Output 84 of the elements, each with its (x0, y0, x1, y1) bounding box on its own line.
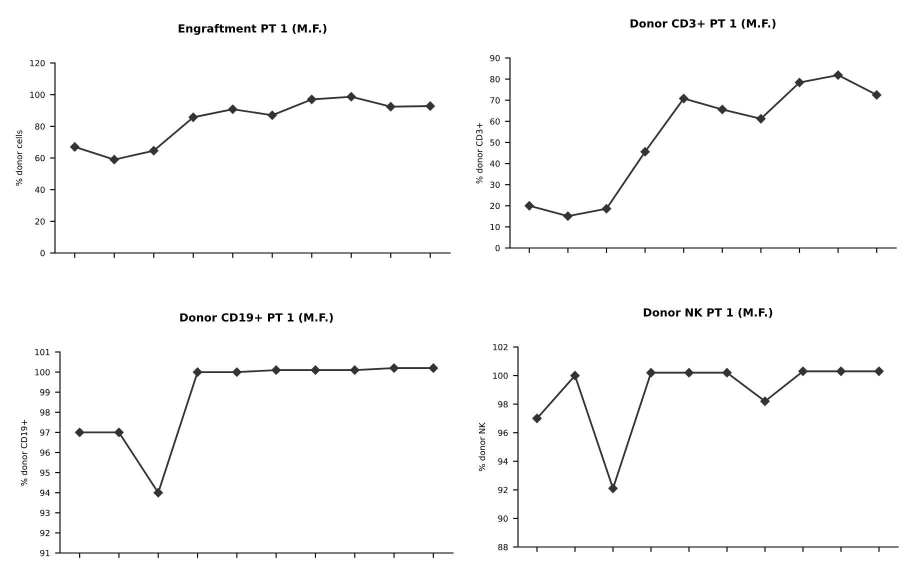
point (798, 366, 808, 376)
y-axis-title: % donor cells (16, 130, 22, 186)
point (149, 146, 158, 156)
point (350, 365, 360, 375)
y-tick-label: 30 (490, 182, 500, 188)
y-tick-label: 92 (498, 486, 508, 494)
point (833, 70, 843, 80)
point (192, 367, 202, 377)
y-tick-label: 94 (40, 490, 50, 496)
point (110, 154, 119, 164)
y-tick-label: 99 (40, 389, 50, 396)
y-tick-label: 120 (30, 60, 45, 66)
y-tick-label: 90 (498, 515, 508, 522)
point (114, 428, 124, 438)
y-tick-label: 100 (35, 369, 50, 376)
y-tick-label: 92 (40, 530, 50, 536)
y-axis-title: % donor CD3+ (476, 122, 483, 184)
point (760, 396, 770, 406)
point (268, 110, 277, 120)
point (602, 204, 612, 214)
point (228, 104, 238, 114)
point (532, 414, 542, 424)
y-tick-label: 91 (40, 550, 50, 556)
point (154, 488, 163, 498)
y-tick-label: 90 (490, 54, 500, 62)
y-tick-label: 101 (35, 348, 50, 356)
point (679, 94, 688, 104)
y-tick-label: 50 (490, 139, 500, 146)
point (874, 366, 884, 376)
y-tick-label: 80 (35, 123, 45, 130)
y-tick-label: 80 (490, 76, 500, 82)
point (75, 428, 84, 438)
point (794, 78, 804, 88)
y-tick-label: 40 (490, 160, 500, 167)
point (428, 363, 438, 373)
y-tick-label: 0 (496, 244, 500, 252)
point (389, 363, 399, 373)
y-tick-label: 102 (493, 344, 508, 350)
y-tick-label: 93 (40, 510, 50, 516)
y-axis-title: % donor NK (478, 422, 486, 472)
y-tick-label: 98 (498, 401, 508, 408)
y-tick-label: 88 (498, 544, 508, 550)
y-tick-label: 100 (493, 372, 508, 379)
chart-title: Donor CD3+ PT 1 (M.F.) (630, 19, 776, 29)
y-axis-title: % donor CD19+ (20, 420, 28, 486)
y-tick-label: 40 (35, 186, 45, 193)
point (524, 201, 534, 210)
y-tick-label: 97 (40, 429, 50, 436)
chart-title: Engraftment PT 1 (M.F.) (178, 24, 326, 35)
point (426, 101, 435, 111)
chart-title: Donor NK PT 1 (M.F.) (644, 308, 772, 318)
y-tick-label: 95 (40, 470, 50, 476)
point (718, 104, 727, 114)
point (310, 365, 320, 375)
y-tick-label: 0 (40, 250, 45, 256)
y-tick-label: 10 (490, 224, 500, 230)
point (563, 212, 573, 221)
y-tick-label: 20 (35, 218, 45, 225)
y-tick-label: 94 (498, 458, 508, 465)
y-tick-label: 98 (40, 409, 50, 416)
point (722, 368, 732, 378)
point (70, 142, 80, 152)
point (684, 368, 694, 378)
chart-title: Donor CD19+ PT 1 (M.F.) (180, 313, 333, 323)
y-tick-label: 70 (490, 97, 500, 104)
y-tick-label: 60 (490, 118, 500, 125)
point (346, 92, 356, 102)
point (756, 114, 766, 124)
y-tick-label: 96 (40, 449, 50, 456)
y-tick-label: 20 (490, 202, 500, 210)
point (272, 365, 281, 375)
point (386, 102, 396, 112)
point (232, 367, 242, 377)
point (188, 112, 198, 122)
point (640, 147, 650, 156)
point (307, 94, 316, 104)
y-tick-label: 100 (30, 92, 45, 98)
point (836, 366, 846, 376)
point (872, 90, 882, 100)
y-tick-label: 96 (498, 430, 508, 436)
y-tick-label: 60 (35, 154, 45, 162)
point (608, 484, 618, 494)
point (646, 368, 656, 378)
point (570, 370, 580, 380)
